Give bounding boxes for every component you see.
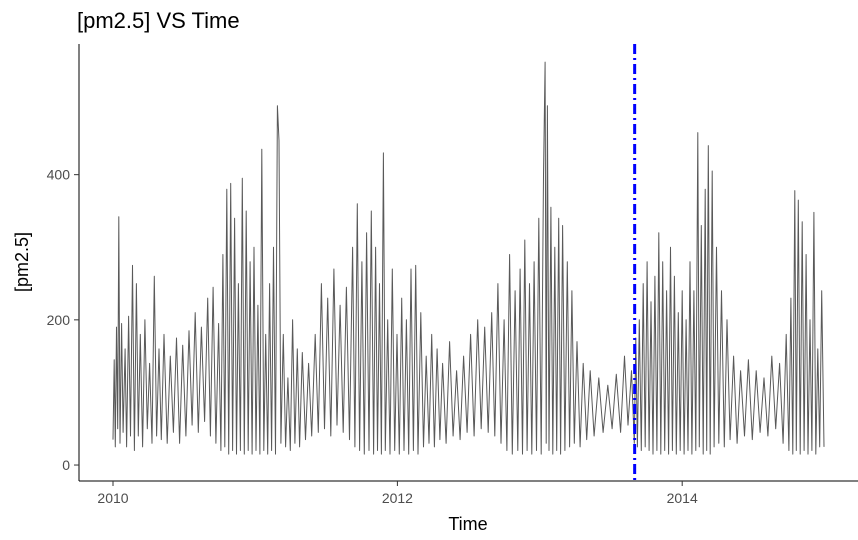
- x-tick-label: 2014: [667, 490, 698, 506]
- y-tick-label: 0: [62, 457, 70, 473]
- y-axis-title: [pm2.5]: [12, 232, 32, 292]
- plot-panel: [78, 44, 858, 482]
- y-axis-ticks: 0 200 400: [47, 167, 79, 473]
- series-line-1: [112, 61, 825, 455]
- series-layer: [112, 61, 825, 455]
- x-tick-label: 2012: [382, 490, 413, 506]
- x-axis-ticks: 2010 2012 2014: [97, 481, 698, 506]
- y-tick-label: 400: [47, 167, 71, 183]
- y-tick-label: 200: [47, 312, 71, 328]
- x-axis-title: Time: [448, 514, 487, 534]
- chart-title: [pm2.5] VS Time: [77, 8, 240, 33]
- x-tick-label: 2010: [97, 490, 128, 506]
